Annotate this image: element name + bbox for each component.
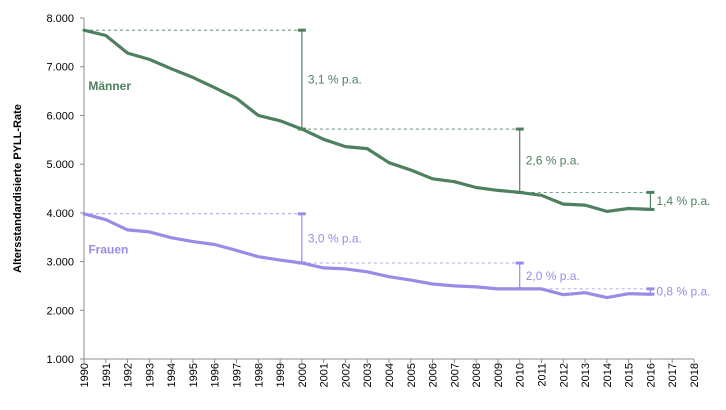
x-tick-label: 1993: [144, 363, 156, 387]
rate-annotation: 2,6 % p.a.: [301, 127, 580, 194]
series-line: [82, 212, 653, 300]
series-label: Männer: [88, 79, 131, 93]
x-tick-label: 1995: [188, 363, 200, 387]
x-tick-label: 1991: [101, 363, 113, 387]
x-tick-label: 1992: [123, 363, 135, 387]
x-tick-label: 2001: [319, 363, 331, 387]
x-tick-label: 2011: [537, 363, 549, 387]
y-tick-label: 2.000: [46, 305, 74, 317]
x-tick-label: 2018: [689, 363, 701, 387]
rate-cap-top: [297, 28, 306, 32]
x-axis: 1990 1991 1992 1993 1994 1995 1996 1997 1998 1999…: [79, 358, 701, 387]
x-tick-label: 1990: [79, 363, 91, 387]
x-tick-label: 2003: [362, 363, 374, 387]
x-tick-label: 1997: [232, 363, 244, 387]
y-tick-label: 1.000: [46, 354, 74, 366]
x-tick-label: 2012: [558, 363, 570, 387]
y-tick-label: 6.000: [46, 110, 74, 122]
x-tick-label: 2014: [602, 363, 614, 387]
x-tick-label: 2007: [449, 363, 461, 387]
x-tick-label: 2015: [624, 363, 636, 387]
x-tick-label: 2016: [645, 363, 657, 387]
series-labels: Männer Frauen: [88, 79, 131, 256]
rate-label: 3,0 % p.a.: [308, 231, 362, 245]
rate-label: 3,1 % p.a.: [308, 73, 362, 87]
rate-annotation: 3,0 % p.a.: [84, 212, 362, 265]
rate-label: 2,6 % p.a.: [526, 154, 580, 168]
x-tick-label: 2006: [428, 363, 440, 387]
x-tick-label: 2013: [580, 363, 592, 387]
y-tick-label: 5.000: [46, 159, 74, 171]
x-tick-label: 2017: [667, 363, 679, 387]
y-tick-label: 7.000: [46, 62, 74, 74]
rate-cap-top: [515, 127, 524, 131]
x-tick-label: 2009: [493, 363, 505, 387]
x-tick-label: 1998: [253, 363, 265, 387]
rate-label: 2,0 % p.a.: [526, 269, 580, 283]
x-tick-label: 2008: [471, 363, 483, 387]
y-tick-label: 8.000: [46, 13, 74, 25]
rate-cap-top: [646, 287, 655, 291]
x-tick-label: 2002: [340, 363, 352, 387]
series-label: Frauen: [88, 242, 128, 256]
y-axis-title: Altersstandardisierte PYLL-Rate: [12, 104, 24, 273]
x-tick-label: 2005: [406, 363, 418, 387]
rate-annotation: 3,1 % p.a.: [84, 28, 362, 131]
rate-label: 0,8 % p.a.: [656, 285, 710, 299]
series-lines: [82, 28, 653, 300]
rate-cap-top: [646, 190, 655, 194]
x-tick-label: 2000: [297, 363, 309, 387]
y-tick-label: 4.000: [46, 208, 74, 220]
y-tick-label: 3.000: [46, 257, 74, 269]
x-tick-label: 2004: [384, 363, 396, 387]
x-tick-label: 1994: [166, 363, 178, 387]
series-line: [82, 28, 653, 213]
x-tick-label: 1999: [275, 363, 287, 387]
rate-cap-top: [297, 212, 306, 216]
rate-label: 1,4 % p.a.: [656, 194, 710, 208]
x-tick-label: 2010: [515, 363, 527, 387]
y-axis: 1.000 2.000 3.000 4.000 5.000 6.000 7.000 8.000: [46, 13, 85, 366]
x-tick-label: 1996: [210, 363, 222, 387]
rate-cap-top: [515, 261, 524, 265]
rate-annotations: 3,1 % p.a. 2,6 % p.a. 1,4 % p.a. 3,0 % p.a.…: [84, 28, 710, 299]
rate-annotation: 1,4 % p.a.: [519, 190, 710, 211]
